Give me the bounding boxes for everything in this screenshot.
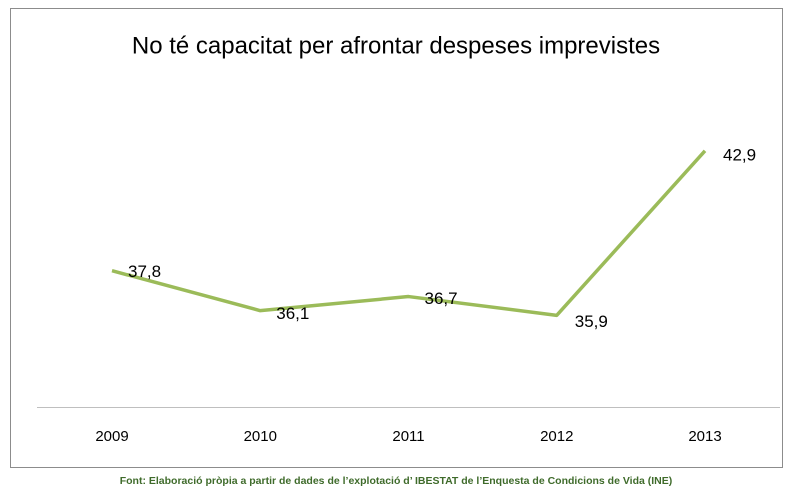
x-tick-label: 2013 xyxy=(688,428,721,445)
chart-border xyxy=(10,8,783,468)
x-tick-label: 2011 xyxy=(392,428,424,445)
data-label: 42,9 xyxy=(723,145,756,164)
data-label: 36,7 xyxy=(425,289,458,308)
x-tick-label: 2012 xyxy=(540,428,573,445)
source-note: Font: Elaboració pròpia a partir de dade… xyxy=(120,475,673,487)
data-label: 36,1 xyxy=(276,304,309,323)
chart-title: No té capacitat per afrontar despeses im… xyxy=(132,32,660,59)
data-label: 35,9 xyxy=(575,312,608,331)
x-tick-label: 2010 xyxy=(244,428,277,445)
data-line xyxy=(111,149,707,318)
x-tick-label: 2009 xyxy=(95,428,128,445)
data-label: 37,8 xyxy=(128,262,161,281)
